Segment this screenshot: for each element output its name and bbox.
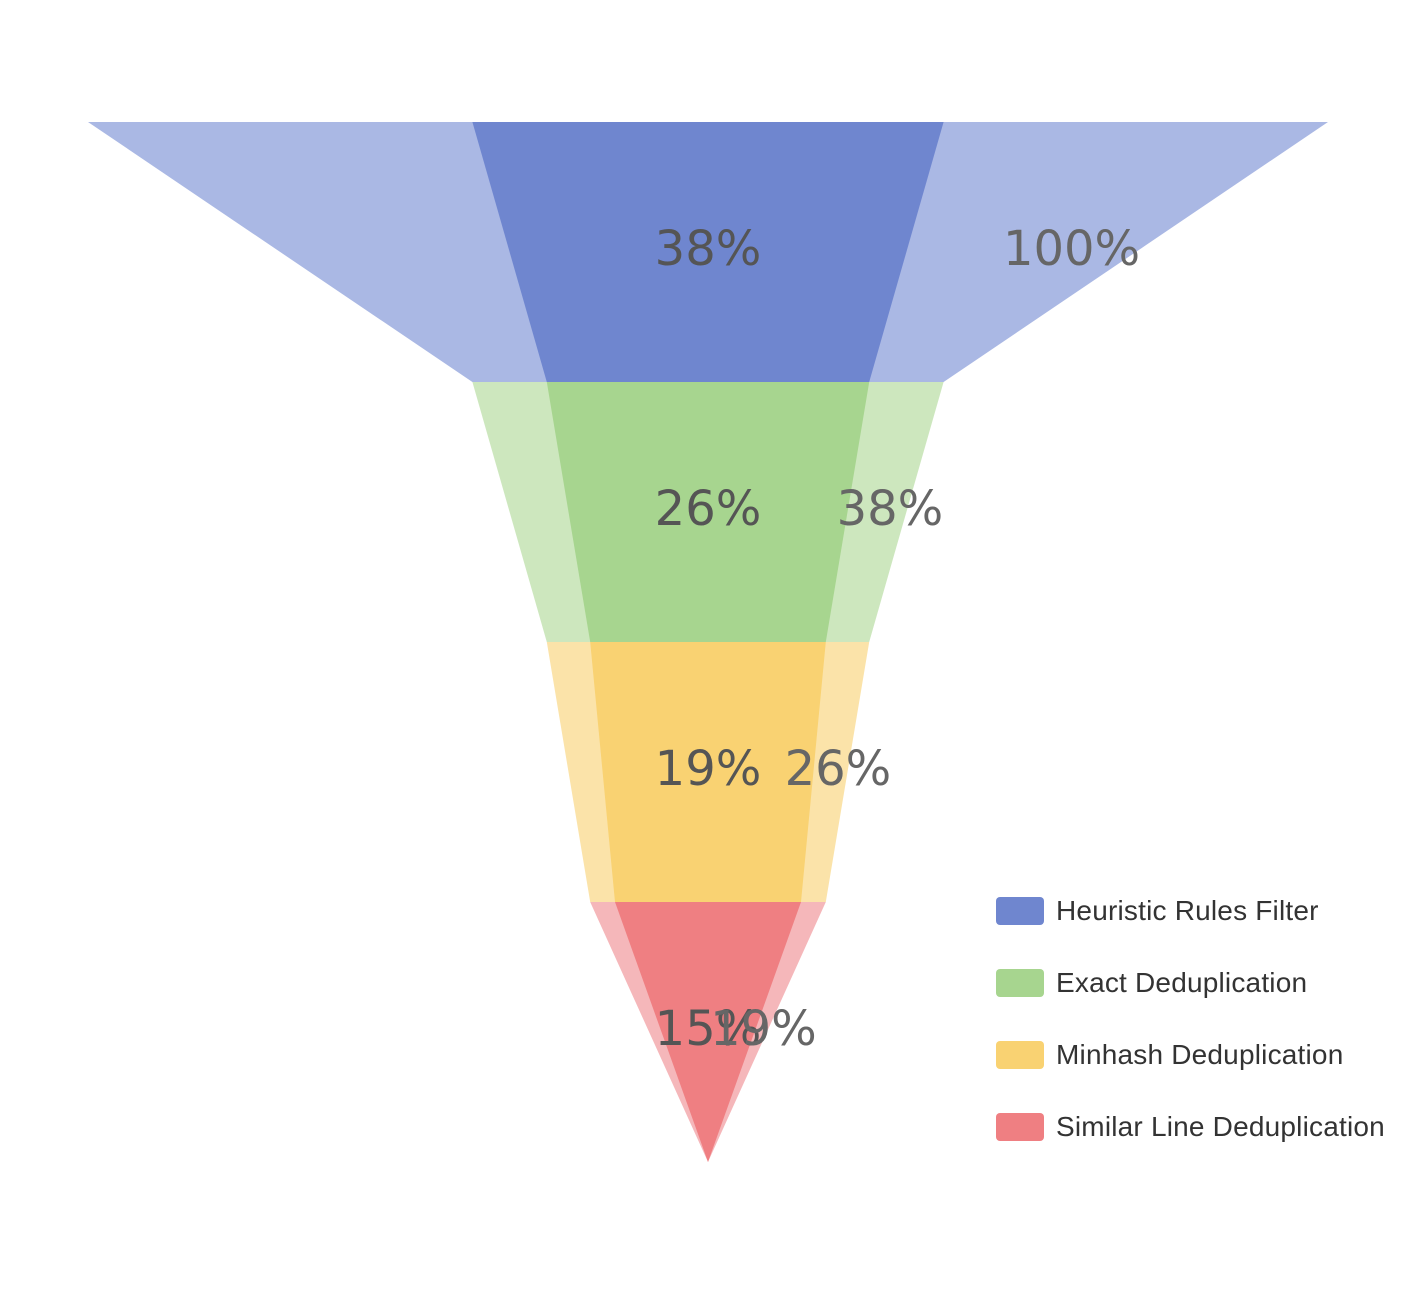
- legend-swatch-similar-line-deduplication: [996, 1113, 1044, 1141]
- funnel-inner-3: [590, 642, 826, 902]
- legend-label-exact-deduplication: Exact Deduplication: [1056, 967, 1308, 998]
- legend-label-minhash-deduplication: Minhash Deduplication: [1056, 1039, 1344, 1070]
- legend-label-similar-line-deduplication: Similar Line Deduplication: [1056, 1111, 1385, 1142]
- funnel-inner-label-3: 19%: [655, 741, 762, 797]
- legend-item-heuristic-rules-filter[interactable]: Heuristic Rules Filter: [996, 884, 1416, 938]
- legend-label-heuristic-rules-filter: Heuristic Rules Filter: [1056, 895, 1319, 926]
- legend-swatch-minhash-deduplication: [996, 1041, 1044, 1069]
- funnel-outer-label-4: 19%: [710, 1001, 817, 1057]
- legend-swatch-exact-deduplication: [996, 969, 1044, 997]
- funnel-outer-label-2: 38%: [837, 481, 944, 537]
- funnel-inner-label-4: 15%: [655, 1001, 762, 1057]
- funnel-inner-4: [615, 902, 801, 1162]
- legend: Heuristic Rules Filter Exact Deduplicati…: [996, 884, 1416, 1172]
- funnel-inner-1: [472, 122, 944, 382]
- legend-item-exact-deduplication[interactable]: Exact Deduplication: [996, 956, 1416, 1010]
- funnel-outer-label-3: 26%: [785, 741, 892, 797]
- funnel-outer-label-1: 100%: [1003, 221, 1140, 277]
- funnel-inner-label-2: 26%: [655, 481, 762, 537]
- legend-item-minhash-deduplication[interactable]: Minhash Deduplication: [996, 1028, 1416, 1082]
- legend-item-similar-line-deduplication[interactable]: Similar Line Deduplication: [996, 1100, 1416, 1154]
- funnel-inner-label-1: 38%: [655, 221, 762, 277]
- funnel-inner-2: [546, 382, 870, 642]
- legend-swatch-heuristic-rules-filter: [996, 897, 1044, 925]
